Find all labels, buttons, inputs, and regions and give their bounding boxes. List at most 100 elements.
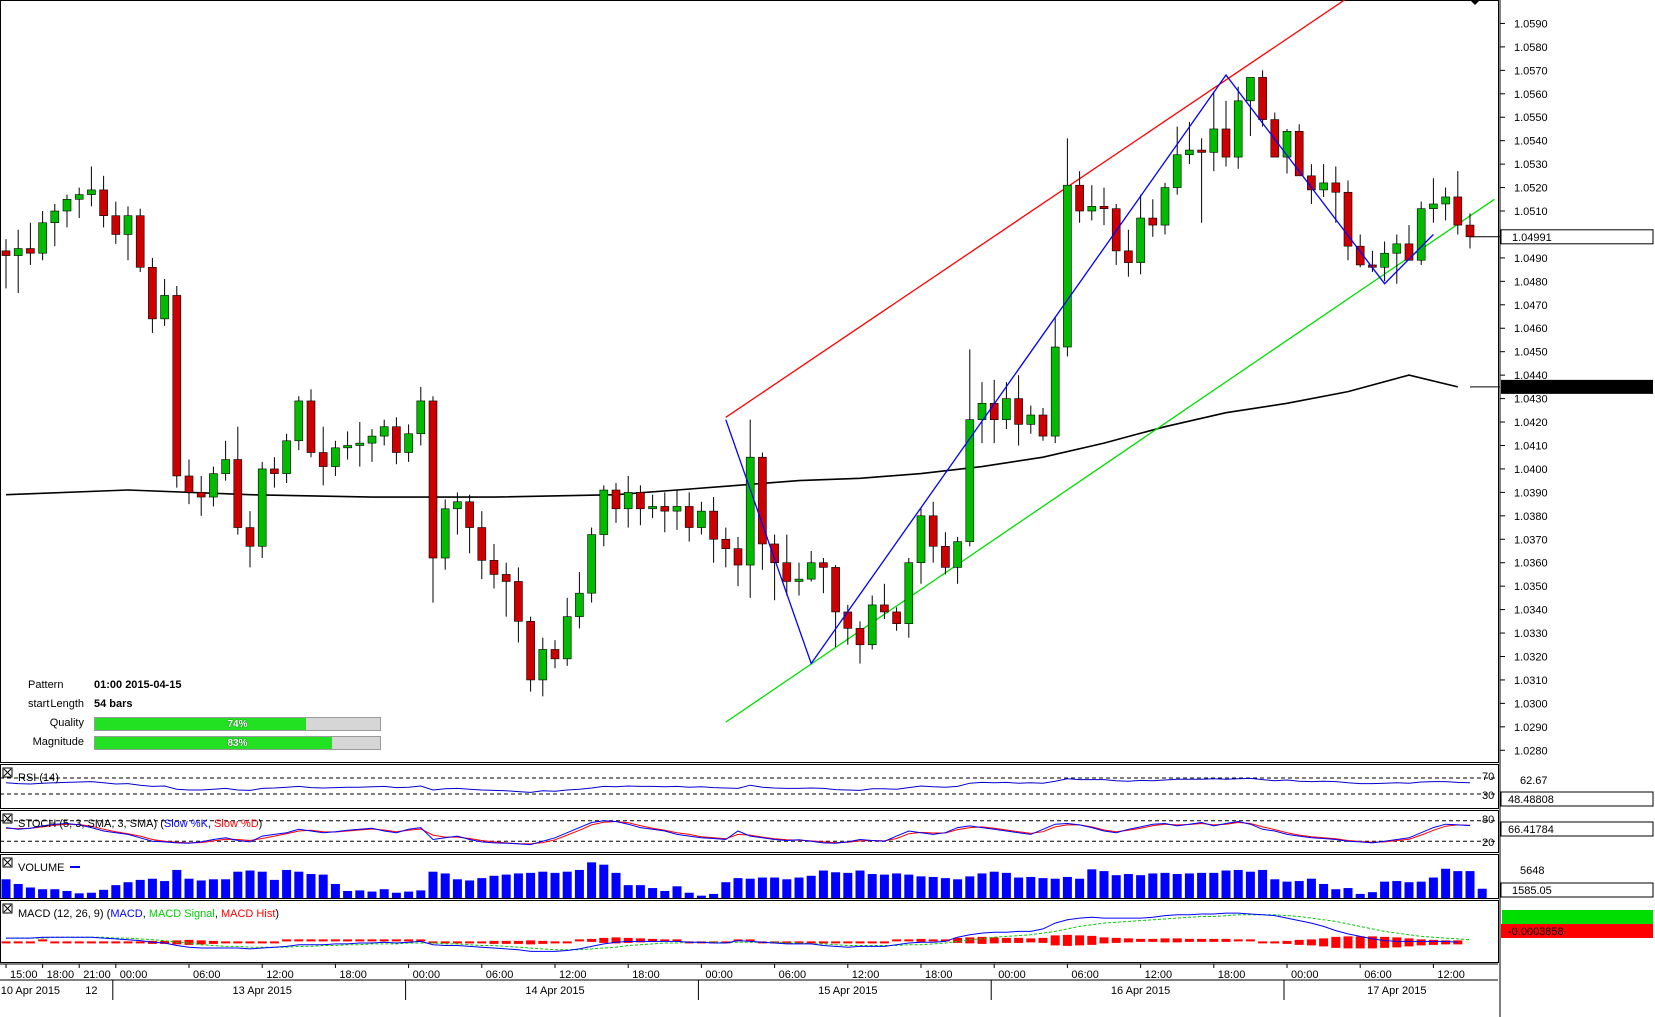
y-tick-label: 1.0370: [1514, 534, 1548, 546]
macd-hist-bar: [196, 940, 206, 945]
macd-hist-bar: [831, 941, 841, 944]
stoch-level-high: 80: [1482, 814, 1494, 826]
macd-hist-bar: [404, 939, 414, 942]
volume-bar: [343, 890, 353, 898]
y-tick-label: 1.0530: [1514, 159, 1548, 171]
candle-body: [367, 435, 377, 444]
macd-hist-bar: [1136, 938, 1146, 942]
candle-body: [1392, 243, 1402, 254]
macd-hist-bar: [1099, 937, 1109, 944]
volume-bar: [404, 891, 414, 898]
macd-hist-bar: [660, 939, 670, 942]
macd-hist-bar: [672, 939, 682, 942]
candle-body: [855, 628, 865, 646]
candle-body: [1282, 130, 1292, 158]
volume-bar: [391, 892, 401, 898]
macd-hist-bar: [1209, 938, 1219, 942]
volume-bar: [1136, 875, 1146, 898]
volume-bar: [513, 873, 523, 898]
macd-hist-bar: [269, 941, 279, 944]
candle-body: [74, 194, 84, 200]
candle-body: [745, 456, 755, 566]
volume-bar: [1111, 875, 1121, 898]
volume-bar: [1477, 888, 1487, 898]
candle-body: [245, 527, 255, 547]
candle-body: [562, 616, 572, 660]
macd-hist-bar: [1355, 936, 1365, 949]
volume-pane-border: [0, 854, 1499, 899]
macd-hist-bar: [892, 939, 902, 942]
candle-body: [99, 189, 108, 217]
macd-hist-bar: [86, 941, 96, 944]
candle-body: [1087, 206, 1097, 212]
stoch-value-box: [1500, 821, 1654, 837]
ma-price-box: [1501, 379, 1653, 394]
volume-bar: [1294, 881, 1304, 898]
candle-body: [1050, 346, 1060, 437]
volume-bar: [1001, 872, 1011, 898]
macd-hist-bar: [818, 941, 828, 944]
y-tick-label: 1.0360: [1514, 558, 1548, 570]
macd-hist-bar: [916, 938, 926, 942]
magnitude-percent: 83%: [227, 738, 248, 749]
time-label-upper: 12:00: [1437, 969, 1465, 981]
volume-bar: [428, 871, 438, 898]
current-price-box: [1500, 229, 1654, 245]
candle-body: [733, 548, 743, 566]
candle-body: [209, 473, 218, 498]
macd-hist-bar: [257, 941, 267, 944]
volume-bar: [135, 879, 145, 898]
candle-body: [1453, 196, 1463, 226]
volume-bar: [1453, 871, 1463, 898]
macd-hist-bar: [50, 941, 60, 944]
macd-hist-bar: [1270, 941, 1280, 944]
macd-hist-bar: [1221, 938, 1231, 942]
volume-bar: [501, 874, 511, 898]
time-label-upper: 06:00: [779, 969, 807, 981]
macd-hist-bar: [1038, 937, 1048, 943]
macd-hist-bar: [977, 936, 987, 944]
volume-bar: [477, 878, 487, 898]
macd-hist-bar: [940, 939, 950, 942]
volume-bar: [1123, 874, 1133, 898]
candle-body: [392, 426, 401, 453]
volume-bar: [233, 871, 243, 898]
candle-body: [294, 400, 304, 442]
volume-bar: [99, 889, 109, 898]
macd-hist-bar: [391, 939, 401, 942]
candle-body: [782, 562, 792, 582]
macd-hist-bar: [1294, 939, 1304, 945]
macd-line: [6, 912, 1458, 952]
macd-hist-bar: [1197, 938, 1207, 942]
candle-body: [1258, 77, 1267, 120]
volume-bar: [1, 879, 11, 898]
time-label-upper: 06:00: [1071, 969, 1099, 981]
volume-bar: [684, 892, 694, 898]
macd-hist-bar: [465, 941, 475, 944]
macd-label: MACD (12, 26, 9) (MACD, MACD Signal, MAC…: [18, 908, 279, 920]
volume-bar: [538, 871, 548, 898]
macd-hist-bar: [855, 941, 865, 944]
macd-hist-bar: [74, 941, 84, 944]
candle-body: [13, 248, 23, 256]
time-label-upper: 18:00: [925, 969, 953, 981]
volume-bar: [1380, 881, 1390, 898]
macd-hist-bar: [635, 938, 645, 943]
volume-bar: [989, 871, 999, 898]
macd-hist-bar: [1233, 939, 1243, 942]
macd-hist-bar: [1075, 935, 1085, 946]
volume-bar: [38, 889, 48, 898]
volume-bar: [623, 885, 633, 898]
candle-body: [1, 250, 11, 256]
candle-body: [672, 506, 682, 512]
candle-body: [404, 433, 413, 453]
macd-hist-bar: [1441, 940, 1451, 945]
stoch-value: 66.41784: [1508, 824, 1554, 836]
macd-hist-bar: [562, 941, 572, 944]
stoch-level-low: 20: [1482, 837, 1494, 849]
time-label-upper: 00:00: [1291, 969, 1319, 981]
candle-body: [233, 459, 243, 528]
candle-body: [318, 452, 328, 467]
